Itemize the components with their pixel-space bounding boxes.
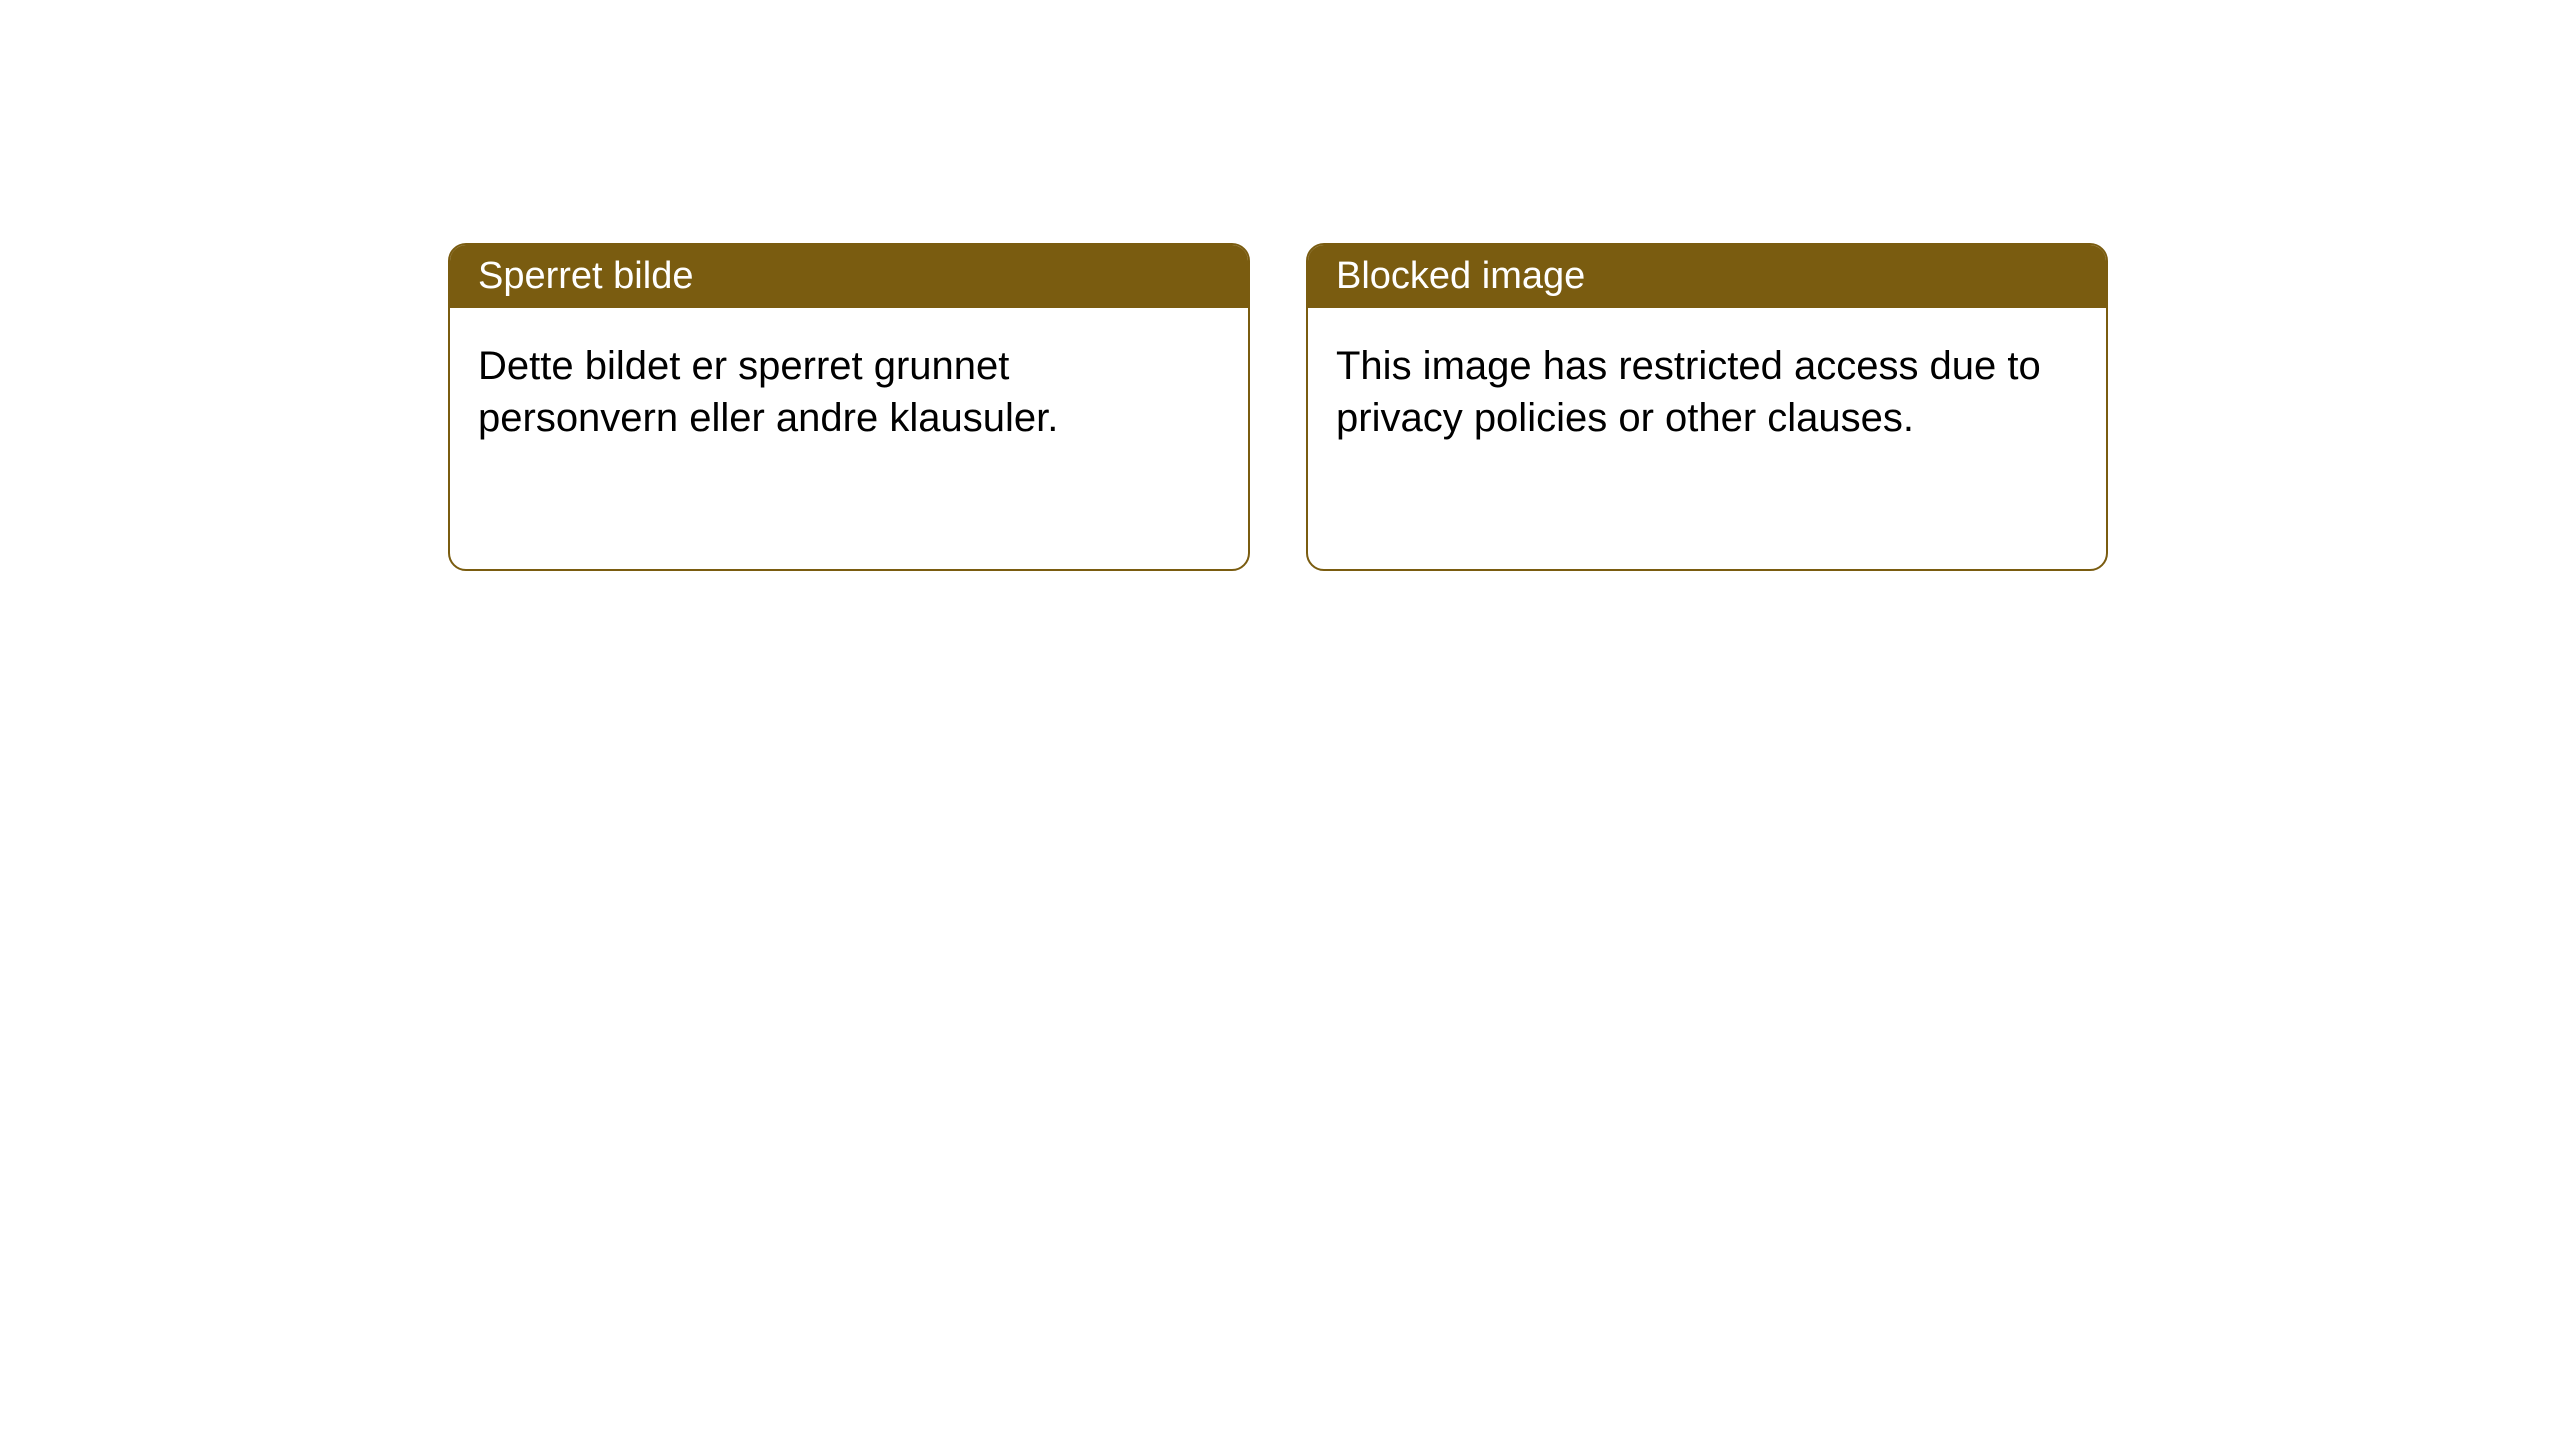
notice-card-english: Blocked image This image has restricted … — [1306, 243, 2108, 571]
notice-body: Dette bildet er sperret grunnet personve… — [450, 308, 1248, 476]
notice-body-text: This image has restricted access due to … — [1336, 344, 2041, 440]
notice-card-norwegian: Sperret bilde Dette bildet er sperret gr… — [448, 243, 1250, 571]
notice-body-text: Dette bildet er sperret grunnet personve… — [478, 344, 1058, 440]
notice-header: Sperret bilde — [450, 245, 1248, 308]
notice-header: Blocked image — [1308, 245, 2106, 308]
notice-title: Blocked image — [1336, 255, 1585, 297]
notice-container: Sperret bilde Dette bildet er sperret gr… — [0, 0, 2560, 571]
notice-body: This image has restricted access due to … — [1308, 308, 2106, 476]
notice-title: Sperret bilde — [478, 255, 693, 297]
